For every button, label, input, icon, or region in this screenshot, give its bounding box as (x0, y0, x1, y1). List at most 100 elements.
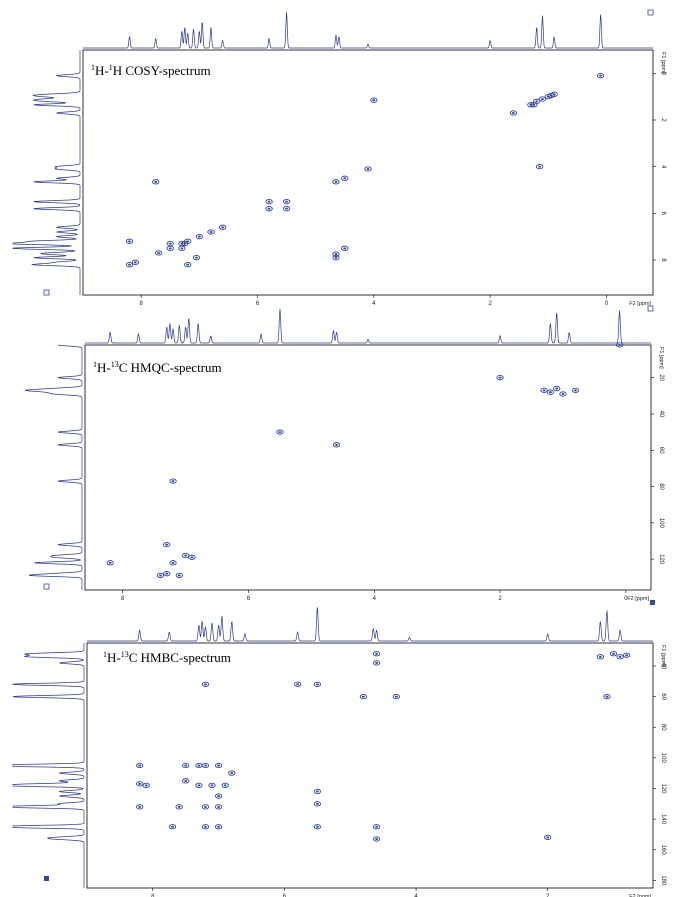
cross-peak (372, 651, 381, 657)
cross-peak-core (498, 376, 502, 379)
cross-peak-core (285, 200, 288, 203)
cross-peak (540, 387, 548, 394)
cross-peak-core (334, 180, 338, 183)
f2-projection-trace (87, 607, 653, 642)
cross-peak-core (372, 99, 376, 102)
cross-peak (571, 387, 580, 394)
cross-peak (214, 804, 223, 810)
cross-peak (131, 259, 139, 265)
cross-peak-core (108, 561, 112, 564)
cross-peak-core (204, 805, 207, 808)
y-tick-label: 120 (658, 554, 664, 565)
y-tick-label: 80 (658, 483, 664, 490)
cross-peak-core (618, 655, 622, 658)
cross-peak (496, 375, 504, 381)
cross-peak (136, 804, 144, 810)
cross-peak-core (180, 247, 184, 250)
plot-frame (82, 49, 654, 296)
y-tick-label: 20 (658, 374, 664, 381)
y-tick-label: 60 (660, 693, 666, 700)
f1-axis-label: F1 [ppm] (660, 645, 666, 667)
cross-peak (265, 206, 273, 212)
cross-peak (535, 164, 544, 170)
cross-peak (207, 229, 215, 235)
f2-projection-trace (85, 308, 651, 344)
cross-peak (527, 102, 535, 108)
cross-peak-core (223, 784, 227, 787)
cross-peak-core (204, 764, 207, 767)
x-tick-label: 4 (372, 301, 376, 307)
spectrum-title: 1H-13C HMBC-spectrum (103, 650, 231, 665)
cross-peak-core (375, 825, 378, 828)
cross-peak-core (375, 661, 378, 664)
cross-peak-core (315, 683, 319, 686)
y-tick-label: 140 (660, 814, 666, 825)
cross-peak-core (599, 74, 603, 77)
cross-peak (214, 762, 223, 769)
cross-peak (188, 554, 196, 560)
cross-peak (544, 834, 552, 841)
f1-projection-trace (25, 344, 83, 590)
cross-peak-core (138, 805, 142, 808)
corner-marker-top-right (647, 9, 654, 16)
cross-peak-core (144, 784, 148, 787)
cross-peak-core (529, 103, 533, 106)
cross-peak-core (197, 764, 201, 767)
cross-peak (332, 179, 340, 185)
y-tick-label: 4 (660, 165, 666, 169)
cross-peak-core (171, 480, 175, 483)
cross-peak-core (204, 825, 207, 828)
cross-peak (313, 801, 321, 807)
cross-peak-core (561, 393, 565, 395)
cross-peak (142, 782, 150, 789)
cross-peak (184, 262, 192, 268)
cross-peak (178, 245, 186, 251)
cross-peak (372, 836, 381, 842)
y-tick-label: 80 (660, 724, 666, 731)
cross-peak-core (538, 165, 541, 168)
plot-frame (84, 344, 652, 591)
cross-peak (163, 571, 171, 577)
spectrum-title: 1H-13C HMQC-spectrum (93, 360, 222, 375)
cross-peak (538, 96, 547, 102)
x-tick-label: 8 (121, 596, 125, 602)
y-tick-label: 40 (658, 411, 664, 418)
x-tick-label: 6 (247, 596, 251, 602)
cross-peak (372, 660, 381, 666)
cross-peak-core (165, 572, 169, 575)
cross-peak (136, 762, 144, 769)
x-tick-label: 6 (283, 894, 287, 897)
cross-peak-core (168, 247, 172, 250)
cross-peak-core (171, 825, 174, 828)
cross-peak (214, 824, 223, 830)
cross-peak-core (197, 235, 201, 238)
cross-peak (553, 385, 561, 392)
cross-peak-core (343, 177, 347, 180)
cross-peak (195, 782, 203, 789)
cross-peak-core (542, 389, 546, 392)
cross-peak (282, 206, 291, 212)
cross-peak-core (548, 391, 552, 394)
cross-peak (547, 92, 555, 99)
cross-peak (546, 389, 555, 395)
cross-peak-core (184, 779, 188, 782)
f1-projection-trace (11, 643, 85, 888)
cross-peak (616, 654, 624, 660)
cross-peak-core (315, 790, 319, 793)
cross-peak-core (512, 112, 515, 114)
cross-peak-core (278, 431, 282, 434)
cross-peak-core (334, 253, 338, 256)
cross-peak-core (128, 263, 131, 266)
cross-peak (125, 238, 134, 244)
cross-peak-core (184, 554, 188, 557)
cross-peak-core (217, 764, 221, 767)
cross-peak-core (197, 784, 201, 787)
f2-axis-label: F2 [ppm] (629, 301, 651, 307)
cross-peak-core (334, 256, 338, 259)
x-tick-label: 2 (488, 301, 492, 307)
cross-peak (609, 651, 618, 657)
cross-peak-core (267, 207, 271, 210)
cross-peak (201, 824, 210, 830)
